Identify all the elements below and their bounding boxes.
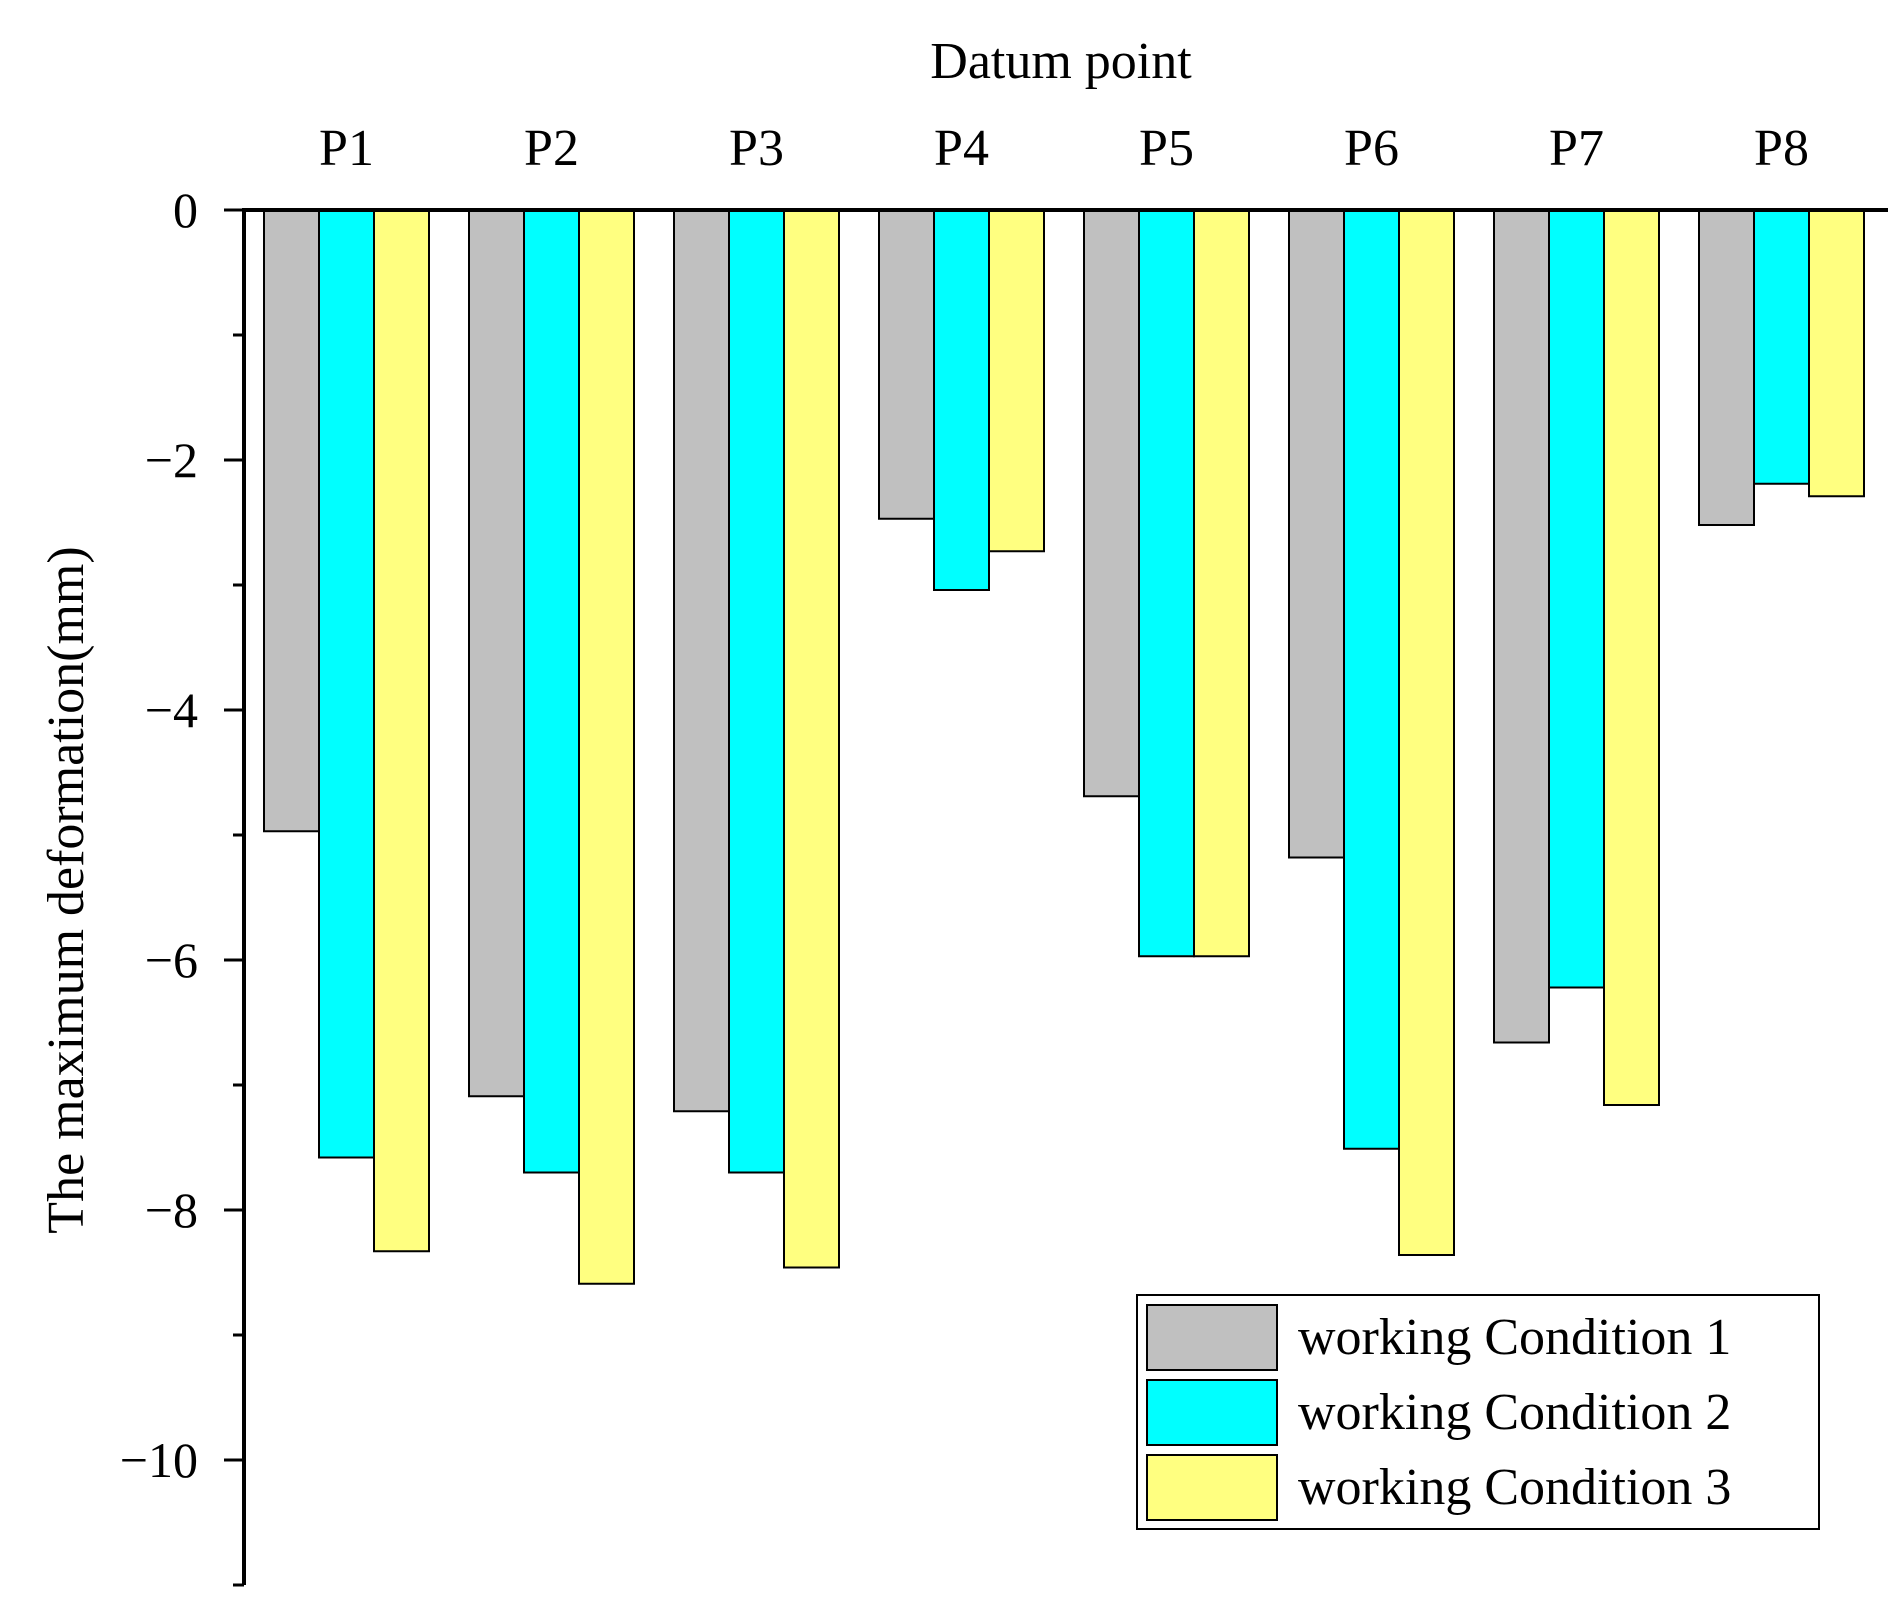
bar-p8-condition-1 (1698, 209, 1755, 526)
legend-label-condition-2: working Condition 2 (1298, 1384, 1731, 1441)
legend-swatch-condition-2 (1146, 1379, 1278, 1446)
x-tick-label-p4: P4 (934, 120, 989, 177)
y-axis-title: The maximum deformation(mm) (38, 546, 95, 1233)
axes-layer (224, 208, 1888, 1587)
bar-p4-condition-3 (988, 209, 1045, 553)
y-tick-label: −2 (145, 432, 198, 488)
bar-p5-condition-3 (1193, 209, 1250, 958)
x-tick-label-p3: P3 (729, 120, 784, 177)
bar-p2-condition-1 (468, 209, 525, 1098)
y-tick-labels: 0 −2 −4 −6 −8 −10 (120, 182, 198, 1488)
bar-p6-condition-1 (1288, 209, 1345, 859)
bar-p4-condition-2 (933, 209, 990, 591)
bar-p1-condition-3 (373, 209, 430, 1253)
x-axis-title: Datum point (930, 33, 1192, 90)
y-tick-label: −4 (145, 682, 198, 738)
bar-p1-condition-1 (263, 209, 320, 833)
x-tick-label-p7: P7 (1549, 120, 1604, 177)
legend: working Condition 1 working Condition 2 wo… (1136, 1294, 1820, 1530)
bar-p7-condition-3 (1603, 209, 1660, 1106)
x-tick-labels: P1 P2 P3 P4 P5 P6 P7 P8 (319, 120, 1809, 177)
legend-swatch-condition-1 (1146, 1304, 1278, 1371)
legend-label-condition-3: working Condition 3 (1298, 1459, 1731, 1516)
x-tick-label-p5: P5 (1139, 120, 1194, 177)
bar-p3-condition-2 (728, 209, 785, 1174)
bar-p3-condition-3 (783, 209, 840, 1269)
bar-p8-condition-3 (1808, 209, 1865, 498)
bar-p3-condition-1 (673, 209, 730, 1113)
y-tick-label: −6 (145, 932, 198, 988)
legend-label-condition-1: working Condition 1 (1298, 1309, 1731, 1366)
bar-p7-condition-1 (1493, 209, 1550, 1044)
bar-p1-condition-2 (318, 209, 375, 1159)
bar-p6-condition-2 (1343, 209, 1400, 1150)
x-tick-label-p6: P6 (1344, 120, 1399, 177)
bars-layer (263, 209, 1865, 1285)
x-tick-label-p1: P1 (319, 120, 374, 177)
bar-p7-condition-2 (1548, 209, 1605, 989)
bar-p6-condition-3 (1398, 209, 1455, 1256)
bar-p8-condition-2 (1753, 209, 1810, 485)
bar-p5-condition-1 (1083, 209, 1140, 798)
x-tick-label-p8: P8 (1754, 120, 1809, 177)
y-tick-label: −8 (145, 1182, 198, 1238)
y-tick-label: −10 (120, 1432, 198, 1488)
bar-p5-condition-2 (1138, 209, 1195, 958)
y-tick-label: 0 (173, 182, 198, 238)
x-tick-label-p2: P2 (524, 120, 579, 177)
bar-p2-condition-2 (523, 209, 580, 1174)
legend-swatch-condition-3 (1146, 1454, 1278, 1521)
bar-p4-condition-1 (878, 209, 935, 520)
bar-p2-condition-3 (578, 209, 635, 1285)
